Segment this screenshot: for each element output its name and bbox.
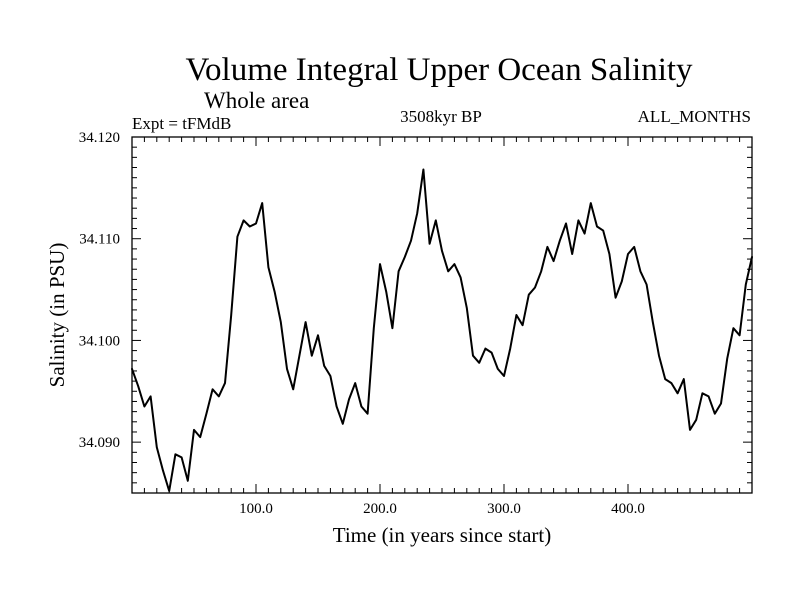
- experiment-label: Expt = tFMdB: [132, 114, 231, 133]
- period-label: 3508kyr BP: [400, 107, 482, 126]
- x-tick-label: 200.0: [363, 501, 397, 517]
- x-axis-label: Time (in years since start): [333, 523, 552, 547]
- y-tick-label: 34.110: [79, 232, 120, 248]
- months-label: ALL_MONTHS: [638, 107, 751, 126]
- chart-title: Volume Integral Upper Ocean Salinity: [185, 52, 693, 88]
- y-tick-label: 34.090: [79, 435, 120, 451]
- x-tick-label: 100.0: [239, 501, 273, 517]
- y-axis-label: Salinity (in PSU): [45, 243, 69, 388]
- x-axis-ticks: [143, 137, 741, 493]
- series-line-salinity: [131, 168, 753, 492]
- x-tick-label: 400.0: [611, 501, 645, 517]
- plot-frame: [131, 136, 753, 494]
- y-tick-label: 34.100: [79, 333, 120, 349]
- x-tick-label: 300.0: [487, 501, 521, 517]
- x-axis-tick-labels: 100.0 200.0 300.0 400.0: [239, 501, 645, 517]
- chart-subtitle: Whole area: [204, 88, 309, 113]
- y-axis-tick-labels: 34.090 34.100 34.110 34.120: [79, 130, 120, 451]
- y-tick-label: 34.120: [79, 130, 120, 146]
